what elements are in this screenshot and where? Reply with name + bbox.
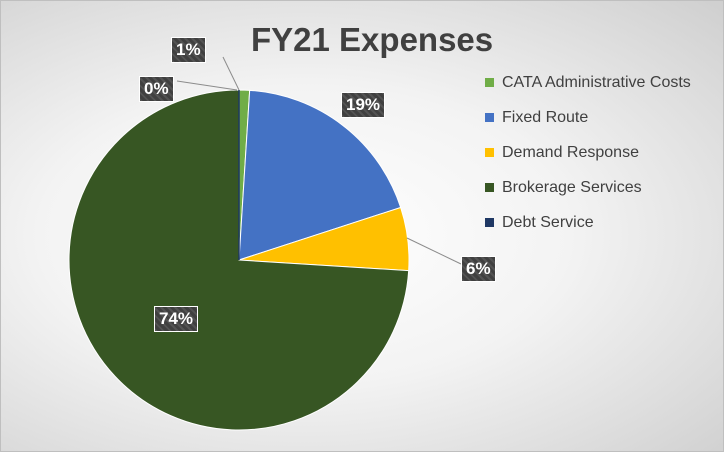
- data-label-debt-service: 0%: [139, 76, 174, 102]
- legend-label: Brokerage Services: [502, 178, 642, 196]
- legend-item-brokerage-services: Brokerage Services: [485, 170, 691, 205]
- leader-line: [176, 80, 238, 91]
- leader-line: [222, 56, 240, 91]
- leader-line: [406, 237, 462, 265]
- data-label-cata-administrative-costs: 1%: [171, 37, 206, 63]
- legend-swatch: [485, 78, 494, 87]
- legend: CATA Administrative Costs Fixed Route De…: [485, 65, 691, 240]
- legend-label: Fixed Route: [502, 108, 589, 126]
- legend-item-demand-response: Demand Response: [485, 135, 691, 170]
- legend-item-debt-service: Debt Service: [485, 205, 691, 240]
- legend-label: CATA Administrative Costs: [502, 73, 691, 91]
- data-label-demand-response: 6%: [461, 256, 496, 282]
- data-label-brokerage-services: 74%: [154, 306, 199, 332]
- legend-swatch: [485, 113, 494, 122]
- legend-item-cata-administrative-costs: CATA Administrative Costs: [485, 65, 691, 100]
- data-label-fixed-route: 19%: [341, 92, 386, 118]
- legend-item-fixed-route: Fixed Route: [485, 100, 691, 135]
- pie-slice-fixed-route: [238, 89, 402, 261]
- legend-swatch: [485, 148, 494, 157]
- legend-swatch: [485, 183, 494, 192]
- chart-title: FY21 Expenses: [251, 21, 494, 58]
- legend-label: Demand Response: [502, 143, 639, 161]
- legend-swatch: [485, 218, 494, 227]
- legend-label: Debt Service: [502, 213, 594, 231]
